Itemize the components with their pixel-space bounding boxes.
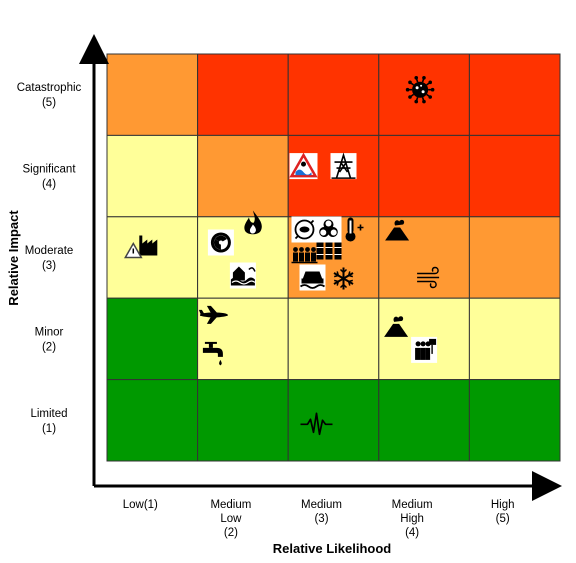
y-tick-label: (3) xyxy=(42,260,56,272)
x-tick-label: (5) xyxy=(496,513,510,525)
fire-icon xyxy=(244,210,262,235)
storm-wind-icon xyxy=(417,266,440,289)
matrix-cell xyxy=(197,134,289,218)
matrix-cell xyxy=(468,134,561,218)
volcano-icon xyxy=(385,219,410,241)
matrix-cell xyxy=(287,297,380,381)
coastal-flooding-icon xyxy=(229,262,256,289)
power-pylon-icon xyxy=(330,152,357,180)
biohazard-icon xyxy=(315,216,342,243)
matrix-cell xyxy=(378,379,470,462)
x-tick-label: (4) xyxy=(405,527,419,539)
y-tick-label: Catastrophic xyxy=(17,82,82,94)
matrix-cell xyxy=(287,379,380,462)
y-tick-labels: Catastrophic (5) Significant (4) Moderate (3)… xyxy=(17,82,82,435)
x-tick-label: Medium xyxy=(210,499,251,511)
industrial-action-icon xyxy=(411,336,438,363)
y-axis-title: Relative Impact xyxy=(6,210,21,306)
matrix-cell xyxy=(468,53,561,136)
flood-warning-sign-icon xyxy=(289,152,318,180)
hazard-icons xyxy=(124,76,440,436)
matrix-cell xyxy=(287,53,380,136)
matrix-cell xyxy=(106,379,199,462)
x-tick-label: Low(1) xyxy=(123,499,158,511)
earthquake-seismic-icon xyxy=(300,412,333,436)
matrix-cell xyxy=(378,134,470,218)
x-tick-label: High xyxy=(491,499,515,511)
y-tick-label: (1) xyxy=(42,423,56,435)
y-tick-label: (4) xyxy=(42,179,56,191)
matrix-cells xyxy=(106,53,561,462)
matrix-cell xyxy=(197,53,289,136)
aviation-accident-icon xyxy=(198,305,228,324)
matrix-cell xyxy=(106,216,199,299)
water-supply-icon xyxy=(202,341,223,366)
industrial-accident-icon xyxy=(124,235,158,259)
y-tick-label: Moderate xyxy=(25,245,74,257)
pandemic-virus-icon xyxy=(405,76,435,104)
x-tick-label: (3) xyxy=(314,513,328,525)
matrix-cell xyxy=(106,297,199,381)
matrix-cell xyxy=(106,53,199,136)
x-tick-label: Low xyxy=(220,513,242,525)
x-tick-label: (2) xyxy=(224,527,238,539)
y-tick-label: Significant xyxy=(22,164,76,176)
fuel-shortage-icon xyxy=(316,242,342,260)
animal-disease-icon xyxy=(291,216,318,243)
x-tick-label: High xyxy=(400,513,424,525)
y-tick-label: (5) xyxy=(42,97,56,109)
matrix-cell xyxy=(106,134,199,218)
y-tick-label: Minor xyxy=(35,326,64,338)
volcano-icon xyxy=(384,316,409,337)
matrix-cell xyxy=(378,216,470,299)
x-axis-title: Relative Likelihood xyxy=(273,541,392,556)
x-tick-labels: Low(1) Medium Low (2) Medium (3) Medium High (4)… xyxy=(123,499,515,539)
matrix-cell xyxy=(197,379,289,462)
y-tick-label: (2) xyxy=(42,341,56,353)
matrix-cell xyxy=(468,297,561,381)
radiation-icon xyxy=(207,229,234,256)
public-disorder-crowd-icon xyxy=(291,247,318,264)
flooded-car-icon xyxy=(299,264,326,291)
matrix-cell xyxy=(468,379,561,462)
x-tick-label: Medium xyxy=(392,499,433,511)
x-tick-label: Medium xyxy=(301,499,342,511)
matrix-cell xyxy=(468,216,561,299)
heatwave-thermometer-icon xyxy=(345,217,364,242)
snow-icon xyxy=(333,267,354,290)
y-tick-label: Limited xyxy=(30,408,67,420)
